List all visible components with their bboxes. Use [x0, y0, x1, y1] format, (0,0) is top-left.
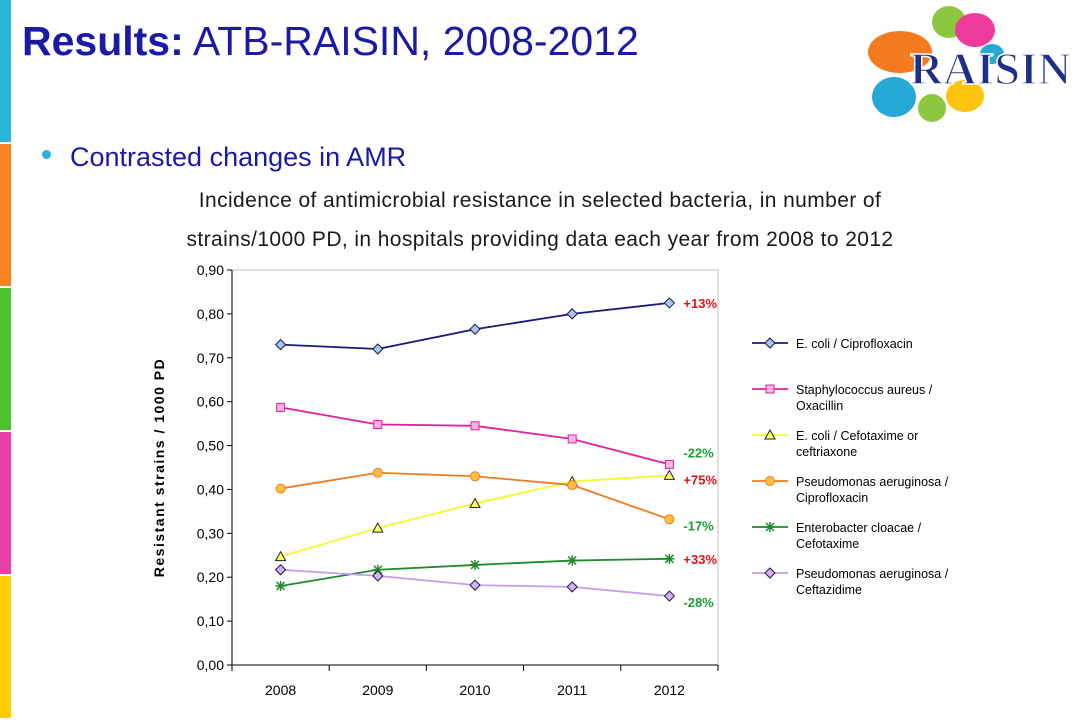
legend-label-cont: Ciprofloxacin [796, 491, 868, 505]
star-stroke [567, 556, 577, 566]
series-line [280, 406, 670, 466]
x-tick-label: 2011 [557, 682, 587, 698]
side-bar-segment [0, 432, 11, 574]
legend-label: Pseudomonas aeruginosa / [796, 475, 949, 489]
y-tick-label: 0,40 [197, 481, 224, 497]
series-line [280, 474, 670, 558]
subtitle-line-1: Incidence of antimicrobial resistance in… [198, 189, 882, 212]
data-point [469, 497, 481, 508]
change-label: +75% [683, 472, 717, 487]
star-stroke [373, 565, 383, 575]
star-stroke [765, 522, 775, 532]
change-label: -22% [683, 445, 714, 460]
legend-marker [765, 384, 775, 394]
y-tick-label: 0,80 [197, 306, 224, 322]
side-color-bar [0, 0, 11, 720]
data-point [664, 553, 675, 564]
change-label: +13% [683, 296, 717, 311]
y-tick-label: 0,90 [197, 262, 224, 278]
data-point [566, 308, 578, 320]
y-axis-label: Resistant strains / 1000 PD [151, 358, 167, 577]
star-stroke [276, 581, 286, 591]
side-bar-segment [0, 144, 11, 286]
side-bar-segment [0, 576, 11, 718]
data-point [567, 555, 578, 566]
legend-marker [765, 476, 775, 486]
bullet-dot [42, 150, 51, 159]
data-point [274, 550, 287, 562]
data-point [664, 459, 674, 469]
side-bar-segment [0, 288, 11, 430]
x-tick-label: 2009 [362, 682, 393, 698]
data-point [470, 421, 480, 431]
data-point [567, 434, 577, 444]
y-tick-label: 0,00 [197, 657, 224, 673]
data-point [663, 469, 676, 480]
legend-marker [764, 428, 776, 440]
change-label: -28% [683, 595, 714, 610]
data-point [276, 402, 286, 412]
data-point [373, 419, 383, 429]
subtitle-line-2: strains/1000 PD, in hospitals providing … [186, 228, 894, 251]
legend-label: Pseudomonas aeruginosa / [796, 567, 949, 581]
data-point [274, 564, 287, 576]
data-point [664, 514, 675, 525]
side-bar-segment [0, 0, 11, 142]
legend-label-cont: Oxacillin [796, 399, 843, 413]
legend-label: E. coli / Cefotaxime or [796, 429, 918, 443]
data-point [663, 590, 676, 602]
legend-label-cont: Cefotaxime [796, 537, 859, 551]
star-stroke [664, 554, 674, 564]
raisin-logo: RAISIN [868, 6, 1072, 122]
legend-marker [765, 522, 775, 532]
legend-marker [764, 337, 776, 349]
y-tick-label: 0,10 [197, 613, 224, 629]
change-label: +33% [683, 552, 717, 567]
x-tick-label: 2012 [654, 682, 685, 698]
y-tick-label: 0,70 [197, 350, 224, 366]
data-point [275, 483, 286, 494]
data-point [470, 559, 480, 570]
data-point [372, 467, 383, 478]
title-bold: Results: [22, 18, 184, 64]
title-rest: ATB-RAISIN, 2008-2012 [183, 18, 639, 64]
y-tick-label: 0,30 [197, 525, 224, 541]
data-point [372, 343, 384, 355]
legend-label: E. coli / Ciprofloxacin [796, 337, 913, 351]
x-tick-label: 2008 [265, 682, 296, 698]
legend-label: Enterobacter cloacae / [796, 521, 922, 535]
y-tick-label: 0,60 [197, 394, 224, 410]
y-tick-label: 0,20 [197, 569, 224, 585]
page-title: Results: ATB-RAISIN, 2008-2012 [22, 18, 639, 65]
data-point [663, 297, 676, 309]
logo-text: RAISIN [910, 43, 1071, 94]
y-tick-label: 0,50 [197, 438, 224, 454]
data-point [567, 480, 578, 491]
bullet-text: Contrasted changes in AMR [70, 142, 407, 172]
data-point [275, 581, 286, 591]
change-label: -17% [683, 518, 714, 533]
legend-label: Staphylococcus aureus / [796, 383, 933, 397]
legend-label-cont: Ceftazidime [796, 583, 862, 597]
data-point [470, 471, 480, 482]
data-point [469, 323, 481, 335]
line-chart: 0,00 0,10 0,20 0,30 0,40 0,50 0,60 0,70 0,80 0,90… [151, 262, 949, 698]
data-point [566, 581, 578, 593]
data-point [469, 579, 481, 591]
data-point [274, 338, 287, 351]
star-stroke [470, 560, 480, 570]
legend-label-cont: ceftriaxone [796, 445, 857, 459]
legend-marker [764, 567, 776, 579]
x-tick-label: 2010 [459, 682, 490, 698]
data-point [372, 570, 384, 582]
data-point [371, 522, 384, 533]
